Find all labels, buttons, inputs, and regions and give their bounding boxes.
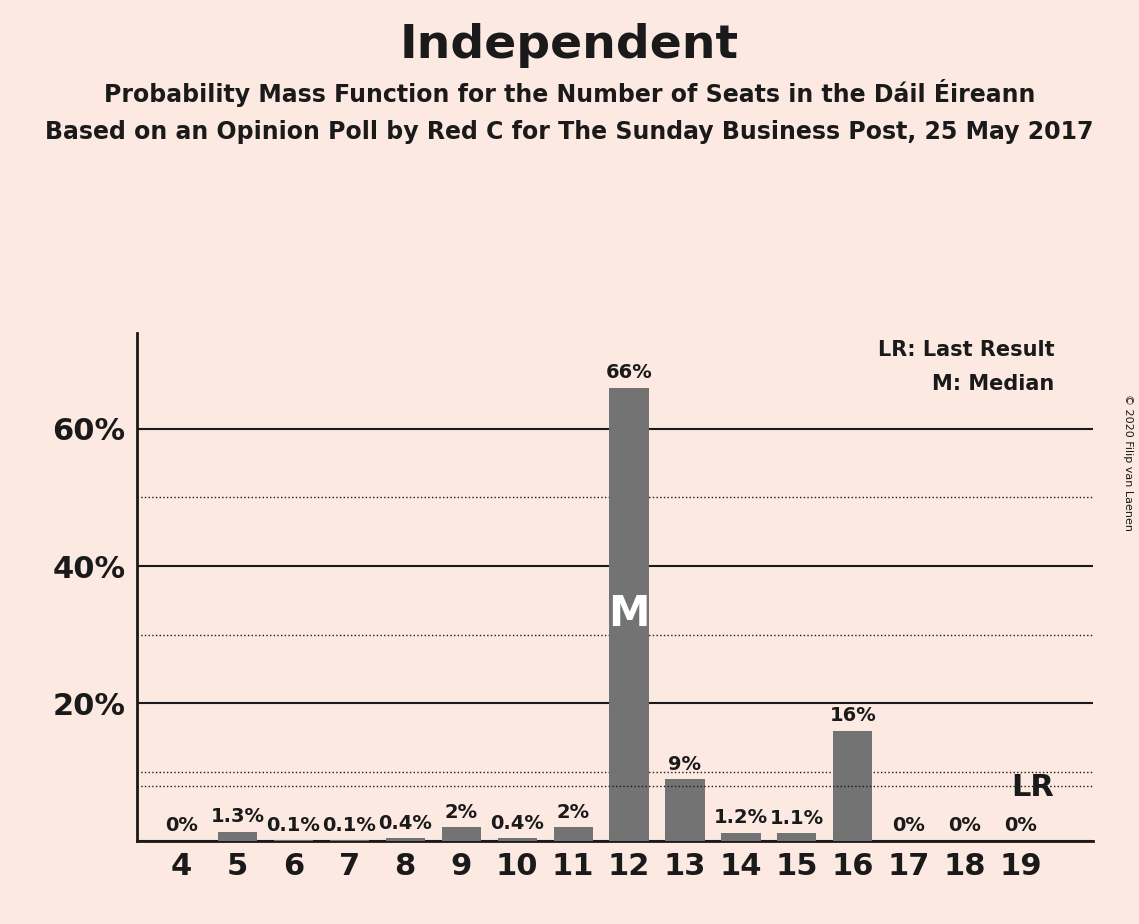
Text: LR: LR	[1011, 773, 1055, 802]
Text: 0.1%: 0.1%	[267, 816, 320, 834]
Text: 0.1%: 0.1%	[322, 816, 376, 834]
Text: Independent: Independent	[400, 23, 739, 68]
Text: © 2020 Filip van Laenen: © 2020 Filip van Laenen	[1123, 394, 1133, 530]
Text: 1.2%: 1.2%	[714, 808, 768, 827]
Text: 0.4%: 0.4%	[378, 814, 432, 833]
Bar	[721, 833, 761, 841]
Text: LR: Last Result: LR: Last Result	[878, 339, 1055, 359]
Text: 2%: 2%	[557, 803, 590, 821]
Bar	[498, 838, 536, 841]
Bar	[834, 731, 872, 841]
Text: 0%: 0%	[892, 816, 925, 835]
Text: 0%: 0%	[1005, 816, 1038, 835]
Text: 1.3%: 1.3%	[211, 808, 264, 826]
Text: M: Median: M: Median	[932, 374, 1055, 394]
Text: 9%: 9%	[669, 755, 702, 773]
Bar	[386, 838, 425, 841]
Text: 66%: 66%	[606, 363, 653, 383]
Text: 16%: 16%	[829, 707, 876, 725]
Text: 2%: 2%	[444, 803, 477, 821]
Text: Based on an Opinion Poll by Red C for The Sunday Business Post, 25 May 2017: Based on an Opinion Poll by Red C for Th…	[46, 120, 1093, 144]
Bar	[554, 827, 592, 841]
Text: 0.4%: 0.4%	[490, 814, 544, 833]
Text: 0%: 0%	[949, 816, 981, 835]
Text: 0%: 0%	[165, 816, 198, 835]
Text: Probability Mass Function for the Number of Seats in the Dáil Éireann: Probability Mass Function for the Number…	[104, 79, 1035, 106]
Bar	[218, 832, 257, 841]
Text: M: M	[608, 593, 649, 635]
Text: 1.1%: 1.1%	[770, 808, 823, 828]
Bar	[609, 387, 648, 841]
Bar	[442, 827, 481, 841]
Bar	[777, 833, 817, 841]
Bar	[665, 779, 705, 841]
